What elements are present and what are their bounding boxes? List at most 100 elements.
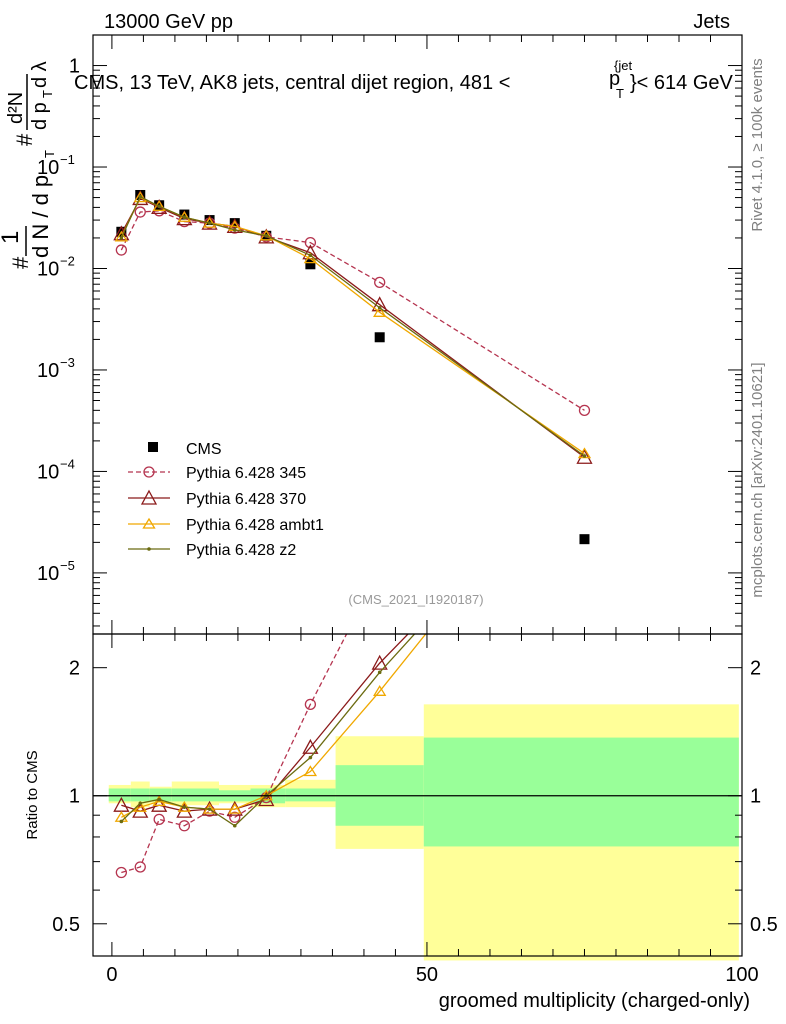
main-point-p345	[374, 276, 386, 289]
main-point-ambt1	[373, 306, 387, 317]
ratio-line-ambt1	[121, 634, 427, 818]
ratio-point-p345	[153, 813, 165, 826]
legend-label-ambt1: Pythia 6.428 ambt1	[186, 517, 324, 534]
ratio-ytick-label: 0.5	[52, 914, 80, 936]
ratio-point-p345	[178, 820, 191, 832]
ylabel-one: 1	[0, 231, 24, 244]
x-tick-label: 0	[106, 964, 117, 986]
plot-title: CMS, 13 TeV, AK8 jets, central dijet reg…	[74, 58, 734, 101]
main-series-p345	[115, 205, 591, 416]
ratio-point-z2	[377, 670, 382, 675]
ratio-series	[113, 431, 590, 879]
ratio-point-z2	[119, 819, 124, 824]
ylabel-T-b: T	[40, 90, 55, 98]
ratio-ylabel: Ratio to CMS	[24, 750, 41, 839]
title-main: CMS, 13 TeV, AK8 jets, central dijet reg…	[74, 72, 510, 94]
ratio-point-z2	[207, 807, 212, 811]
ratio-point-p370	[302, 738, 319, 754]
main-ytick-label-exp: −1	[60, 152, 75, 167]
ratio-point-z2	[138, 801, 143, 806]
x-tick-label: 100	[725, 964, 758, 986]
ratio-frame	[92, 633, 743, 957]
main-point-ambt1	[114, 230, 129, 242]
main-point-z2	[377, 305, 382, 310]
ratio-ytick-label-right: 1	[750, 786, 761, 808]
main-point-z2	[232, 228, 237, 232]
main-point-cms	[305, 259, 316, 270]
main-point-z2	[119, 236, 124, 240]
ratio-ytick-label: 1	[69, 786, 80, 808]
main-ytick-label-exp: −5	[60, 558, 75, 573]
ratio-point-p345	[375, 565, 385, 575]
main-point-cms	[179, 209, 190, 220]
ylabel-dn: d N / d p	[28, 175, 53, 258]
main-point-p345	[115, 244, 128, 256]
analysis-id: (CMS_2021_I1920187)	[348, 592, 483, 607]
ratio-point-ambt1	[228, 802, 242, 814]
legend-marker-p370	[140, 489, 158, 505]
main-point-p345	[578, 404, 591, 416]
title-tail: }< 614 GeV	[630, 72, 734, 94]
ratio-line-p345	[121, 634, 348, 874]
ratio-point-p345	[134, 861, 146, 873]
ratio-series-p345	[115, 565, 385, 879]
main-point-cms	[579, 534, 590, 545]
main-point-p370	[576, 448, 593, 464]
ratio-point-z2	[232, 823, 237, 828]
ratio-ytick-label-right: 2	[750, 658, 761, 680]
band-green-3	[171, 788, 220, 802]
main-line-z2	[120, 195, 585, 457]
ratio-point-z2	[308, 755, 313, 760]
main-series-p370	[113, 190, 593, 464]
main-line-p370	[120, 197, 585, 458]
ratio-point-z2	[157, 797, 161, 802]
ylabel-hash-b: #	[12, 133, 37, 146]
main-point-cms	[374, 332, 385, 343]
ratio-point-p370	[151, 796, 168, 812]
band-green-2	[149, 788, 172, 802]
main-point-z2	[582, 454, 587, 458]
legend-marker-cms	[148, 442, 158, 452]
main-line-ambt1	[120, 196, 585, 455]
ratio-ytick-label: 2	[69, 658, 80, 680]
main-point-ambt1	[152, 200, 166, 211]
title-sub: T	[616, 86, 624, 101]
ratio-point-z2	[182, 805, 187, 809]
main-ytick-label-exp: −4	[60, 456, 75, 471]
legend-label-p370: Pythia 6.428 370	[186, 491, 306, 508]
main-point-p345	[304, 236, 317, 249]
title-p: p	[609, 68, 620, 90]
ylabel-hash-a: #	[8, 256, 33, 269]
band-green-1	[130, 788, 150, 802]
main-point-z2	[207, 221, 212, 225]
ratio-point-p370	[371, 654, 388, 670]
legend-marker-z2	[147, 547, 151, 551]
mcplots-label: mcplots.cern.ch [arXiv:2401.10621]	[749, 362, 766, 597]
x-axis-label: groomed multiplicity (charged-only)	[439, 990, 750, 1012]
ratio-series-ambt1	[114, 431, 590, 822]
main-point-z2	[138, 194, 143, 199]
ylabel-dl: d λ	[29, 61, 51, 88]
main-series	[113, 189, 593, 545]
band-green-8	[423, 737, 739, 847]
ylabel-dp: d p	[29, 102, 51, 130]
header-right: Jets	[693, 11, 730, 33]
ratio-point-ambt1	[373, 685, 387, 696]
ratio-point-p345	[304, 698, 317, 710]
main-point-cms	[204, 215, 215, 226]
main-point-p345	[134, 206, 146, 218]
ratio-point-ambt1	[579, 431, 590, 440]
main-point-z2	[182, 215, 187, 220]
main-line-p345	[120, 210, 585, 411]
ylabel-d2n: d²N	[5, 92, 27, 124]
ratio-ytick-label-right: 0.5	[750, 914, 778, 936]
main-series-ambt1	[114, 191, 592, 459]
legend-label-cms: CMS	[186, 441, 222, 458]
header-left: 13000 GeV pp	[104, 11, 233, 33]
legend-marker-p345	[143, 466, 155, 478]
band-green-6	[285, 788, 336, 802]
ratio-uncertainty-bands	[108, 704, 739, 961]
ylabel-T-a: T	[42, 150, 57, 158]
